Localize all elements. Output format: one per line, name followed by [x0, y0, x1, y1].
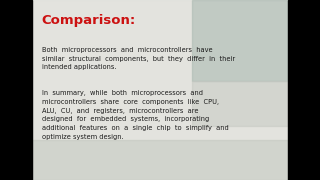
Text: Both  microprocessors  and  microcontrollers  have
similar  structural  componen: Both microprocessors and microcontroller… — [42, 47, 235, 70]
Text: Comparison:: Comparison: — [42, 14, 136, 27]
Bar — [192, 81, 288, 126]
Bar — [32, 140, 288, 180]
Bar — [32, 0, 288, 180]
Bar — [288, 0, 320, 180]
Bar — [32, 0, 288, 180]
Text: In  summary,  while  both  microprocessors  and
microcontrollers  share  core  c: In summary, while both microprocessors a… — [42, 90, 228, 140]
Bar — [0, 0, 32, 180]
Bar — [192, 0, 288, 81]
